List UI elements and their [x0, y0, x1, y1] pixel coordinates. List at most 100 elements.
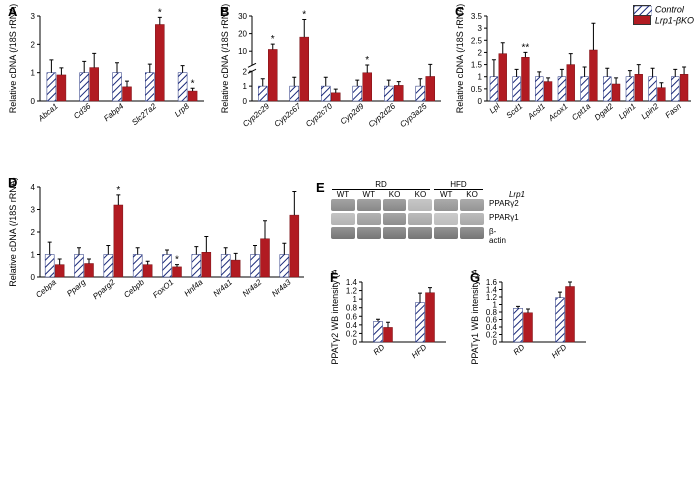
- bar-control: [581, 77, 589, 101]
- x-category-label: Cyp2c67: [273, 101, 303, 129]
- bar-ko: [123, 87, 132, 101]
- bar-control: [47, 73, 56, 101]
- bar-ko: [55, 265, 64, 277]
- bar-control: [192, 255, 201, 278]
- y-axis-title: Relative cDNA (/18S rRNA): [455, 4, 465, 113]
- wb-band: [357, 213, 381, 225]
- chart-C: Relative cDNA (/18S rRNA)00.511.522.533.…: [455, 4, 695, 139]
- x-category-label: Nr4a3: [270, 277, 293, 298]
- svg-text:1: 1: [353, 295, 358, 304]
- x-category-label: FoxO1: [151, 278, 175, 300]
- bar-control: [603, 77, 611, 101]
- x-category-label: Nr4a2: [241, 277, 264, 298]
- x-category-label: Fasn: [664, 101, 684, 120]
- significance-marker: *: [191, 78, 195, 89]
- y-axis-title: Relative cDNA (/18S rRNA): [8, 4, 18, 113]
- wb-band: [331, 227, 355, 239]
- wb-band: [460, 227, 484, 239]
- wb-band: [383, 213, 407, 225]
- bar-ko: [567, 65, 575, 101]
- x-category-label: Lpl: [488, 102, 502, 116]
- significance-marker: **: [522, 42, 530, 53]
- bar-control: [649, 77, 657, 101]
- x-category-label: Fabp4: [102, 101, 126, 123]
- panel-E: ERDHFDWTWTKOKOWTKOLrp1PPARγ2PPARγ1β-acti…: [330, 180, 525, 241]
- svg-text:10: 10: [238, 47, 247, 56]
- svg-text:0: 0: [478, 97, 483, 106]
- panel-label-E: E: [316, 180, 325, 195]
- svg-text:1.2: 1.2: [346, 287, 358, 296]
- bar-control: [290, 86, 299, 101]
- panel-C: CRelative cDNA (/18S rRNA)00.511.522.533…: [455, 4, 695, 144]
- bar-control: [321, 86, 330, 101]
- svg-text:2.5: 2.5: [471, 36, 483, 45]
- x-category-label: RD: [372, 342, 387, 356]
- x-category-label: Cyp2d26: [367, 101, 398, 129]
- svg-text:3.5: 3.5: [471, 12, 483, 21]
- bar-ko: [261, 239, 270, 277]
- wb-row-label: β-actin: [489, 227, 506, 245]
- svg-text:2: 2: [31, 40, 36, 49]
- x-category-label: HFD: [410, 343, 429, 361]
- svg-text:3: 3: [31, 12, 36, 21]
- bar-ko: [173, 267, 182, 277]
- wb-row: PPARγ2: [330, 199, 485, 211]
- significance-marker: *: [116, 185, 120, 196]
- panel-B: BRelative cDNA (/18S rRNA)012102030*Cyp2…: [220, 4, 445, 144]
- bar-control: [556, 298, 565, 342]
- bar-ko: [426, 293, 435, 342]
- bar-ko: [188, 91, 197, 101]
- bar-ko: [426, 76, 435, 101]
- wb-row: β-actin: [330, 227, 485, 239]
- bar-control: [671, 77, 679, 101]
- bar-ko: [680, 74, 688, 101]
- bar-ko: [384, 327, 393, 342]
- x-category-label: Cebpb: [122, 277, 146, 299]
- x-category-label: RD: [512, 342, 527, 356]
- wb-row: PPARγ1: [330, 213, 485, 225]
- svg-text:0: 0: [243, 97, 248, 106]
- significance-marker: *: [271, 34, 275, 45]
- svg-text:2: 2: [31, 228, 36, 237]
- panel-A: ARelative cDNA (/18S rRNA)0123Abca1Cd36F…: [8, 4, 208, 144]
- bar-ko: [155, 25, 164, 102]
- y-axis-title: Relative cDNA (/18S rRNA): [220, 4, 230, 113]
- wb-band: [434, 199, 458, 211]
- bar-control: [133, 255, 142, 278]
- bar-ko: [231, 260, 240, 277]
- x-category-label: Lpin1: [617, 102, 638, 121]
- bar-control: [221, 255, 230, 278]
- bar-ko: [202, 252, 211, 277]
- panel-D: DRelative cDNA (/18S rRNA)01234CebpaPpar…: [8, 175, 308, 320]
- svg-text:2: 2: [243, 67, 248, 76]
- bar-control: [416, 303, 425, 342]
- bar-control: [251, 255, 260, 278]
- chart-B: Relative cDNA (/18S rRNA)012102030*Cyp2c…: [220, 4, 445, 139]
- bar-ko: [499, 54, 507, 101]
- panel-label-C: C: [455, 4, 464, 19]
- bar-control: [513, 77, 521, 101]
- x-category-label: Nr4a1: [211, 278, 233, 299]
- svg-text:1.4: 1.4: [346, 278, 358, 287]
- bar-control: [178, 73, 187, 101]
- panel-label-F: F: [330, 270, 338, 285]
- wb-band: [408, 227, 432, 239]
- bar-control: [626, 77, 634, 101]
- bar-control: [353, 86, 362, 101]
- bar-control: [535, 77, 543, 101]
- x-category-label: Lrp8: [173, 101, 191, 119]
- x-category-label: Cyp2d9: [339, 101, 366, 126]
- significance-marker: *: [302, 10, 306, 21]
- panel-G: GPPATγ1 WB intensity (AU)00.20.40.60.811…: [470, 270, 590, 385]
- svg-text:1.6: 1.6: [486, 278, 498, 287]
- x-category-label: HFD: [550, 343, 569, 361]
- bar-ko: [143, 265, 152, 277]
- svg-text:0: 0: [31, 97, 36, 106]
- x-category-label: Lpin2: [640, 101, 661, 121]
- significance-marker: *: [158, 7, 162, 18]
- svg-text:4: 4: [31, 183, 36, 192]
- bar-ko: [90, 68, 99, 101]
- bar-control: [258, 86, 267, 101]
- svg-text:0: 0: [353, 338, 358, 347]
- x-category-label: Cebpa: [34, 277, 58, 299]
